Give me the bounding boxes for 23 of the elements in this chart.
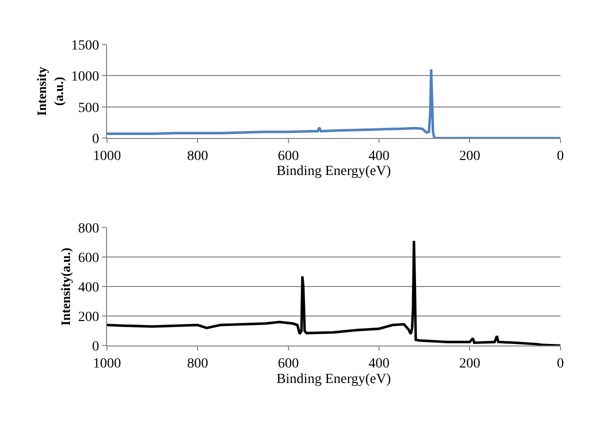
y-axis-title: Intensity(a.u.) [58, 248, 74, 326]
y-tick-label: 800 [78, 222, 100, 237]
x-tick-label: 400 [368, 148, 390, 164]
y-tick-label: 400 [78, 280, 100, 296]
y-axis-title: Intensity (a.u.) [34, 66, 66, 116]
x-tick-label: 200 [459, 148, 480, 164]
x-axis-title: Binding Energy(eV) [276, 372, 392, 387]
x-tick-label: 0 [556, 148, 564, 164]
x-tick-label: 600 [278, 356, 299, 372]
x-tick-label: 800 [187, 356, 208, 372]
y-tick-label: 500 [78, 100, 100, 116]
y-tick-label: 1500 [71, 38, 100, 54]
y-tick-label: 200 [78, 310, 100, 326]
y-tick-label: 0 [92, 340, 100, 355]
y-tick-label: 600 [78, 251, 100, 266]
x-tick-label: 200 [459, 356, 480, 372]
x-tick-label: 400 [368, 356, 390, 372]
x-tick-label: 0 [556, 356, 564, 372]
y-tick-label: 0 [92, 132, 100, 147]
x-tick-label: 600 [278, 148, 299, 164]
x-axis-title: Binding Energy(eV) [276, 164, 392, 180]
y-tick-label: 1000 [71, 70, 100, 85]
x-tick-label: 800 [187, 148, 208, 164]
